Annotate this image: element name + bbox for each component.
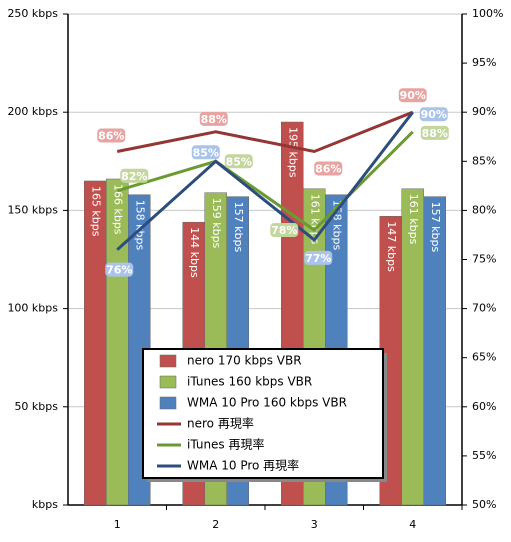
point-value-label: 76% — [106, 264, 132, 277]
line — [116, 111, 414, 251]
legend-label: iTunes 160 kbps VBR — [187, 375, 312, 389]
point-value-label: 86% — [98, 129, 124, 142]
y2-tick-label: 75% — [472, 253, 496, 266]
point-value-label: 78% — [271, 224, 297, 237]
point-label-box — [304, 250, 333, 265]
point-value-label: 88% — [422, 127, 448, 140]
y2-tick-label: 90% — [472, 105, 496, 118]
y2-tick-label: 70% — [472, 302, 496, 315]
point-label-box — [420, 125, 449, 140]
legend-label: WMA 10 Pro 160 kbps VBR — [187, 396, 347, 410]
point-value-label: 90% — [421, 108, 447, 121]
y2-tick-label: 95% — [472, 56, 496, 69]
y2-tick-label: 60% — [472, 400, 496, 413]
legend: nero 170 kbps VBR iTunes 160 kbps VBR WMA … — [142, 348, 384, 479]
point-value-label: 90% — [400, 89, 426, 102]
bar-value-label: 161 kbps — [407, 194, 420, 245]
point-value-label: 82% — [121, 170, 147, 183]
y-tick-label: 100 kbps — [7, 302, 58, 315]
point-value-label: 86% — [315, 162, 341, 175]
line — [116, 110, 414, 154]
bar — [423, 196, 446, 506]
point-label-box — [419, 107, 448, 122]
y2-tick-label: 100% — [472, 7, 503, 20]
point-label-box — [97, 128, 126, 143]
legend-box — [142, 348, 384, 479]
bar-value-label: 165 kbps — [89, 186, 102, 237]
y2-tick-label: 50% — [472, 498, 496, 511]
y-tick-label: 150 kbps — [7, 203, 58, 216]
x-tick-label: 3 — [311, 518, 318, 531]
point-label-box — [120, 168, 149, 183]
bar-value-label: 157 kbps — [232, 202, 245, 253]
legend-swatch — [159, 375, 177, 389]
point-label-box — [314, 161, 343, 176]
bar-value-label: 158 kbps — [133, 200, 146, 251]
legend-label: nero 170 kbps VBR — [187, 354, 302, 368]
y-tick-label: kbps — [32, 498, 58, 511]
bar-value-label: 161 kbps — [308, 194, 321, 245]
bar-value-label: 157 kbps — [429, 202, 442, 253]
point-label-box — [398, 88, 427, 103]
point-value-label: 77% — [305, 252, 331, 265]
point-value-label: 88% — [201, 113, 227, 126]
point-value-label: 85% — [193, 146, 219, 159]
point-value-label: 85% — [226, 155, 252, 168]
point-label-box — [199, 111, 228, 126]
legend-label: nero 再現率 — [187, 416, 254, 431]
bar-value-label: 147 kbps — [385, 221, 398, 272]
bar-value-label: 166 kbps — [111, 184, 124, 235]
x-tick-label: 4 — [409, 518, 416, 531]
y2-tick-label: 65% — [472, 351, 496, 364]
bar-value-label: 159 kbps — [210, 198, 223, 249]
legend-label: WMA 10 Pro 再現率 — [187, 458, 299, 473]
legend-swatch — [159, 396, 177, 410]
y-tick-label: 250 kbps — [7, 7, 58, 20]
legend-swatch — [159, 354, 177, 368]
y2-tick-label: 80% — [472, 203, 496, 216]
x-tick-label: 2 — [212, 518, 219, 531]
line — [116, 130, 414, 232]
x-tick-label: 1 — [114, 518, 121, 531]
y-tick-label: 50 kbps — [14, 400, 58, 413]
legend-label: iTunes 再現率 — [187, 437, 265, 452]
point-label-box — [224, 154, 253, 169]
y2-tick-label: 85% — [472, 154, 496, 167]
y2-tick-label: 55% — [472, 449, 496, 462]
point-label-box — [105, 262, 134, 277]
y-tick-label: 200 kbps — [7, 105, 58, 118]
point-label-box — [191, 145, 220, 160]
bar-value-label: 144 kbps — [188, 227, 201, 278]
point-label-box — [270, 223, 299, 238]
bar-value-label: 195 kbps — [286, 127, 299, 178]
